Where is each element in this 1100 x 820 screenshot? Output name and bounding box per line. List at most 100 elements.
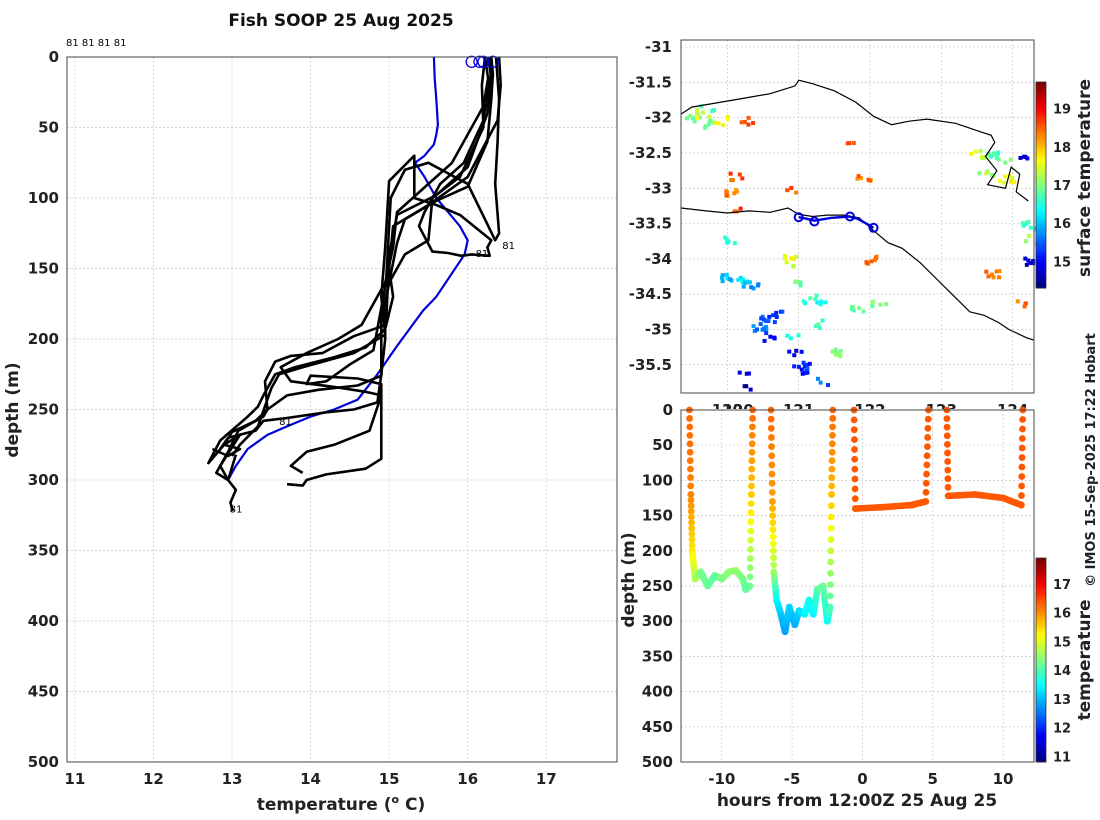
- colorbar-step: [1036, 691, 1046, 696]
- profile-lines: [207, 56, 503, 512]
- track-point: [687, 496, 695, 504]
- track-point: [688, 536, 696, 543]
- colorbar-step: [1036, 162, 1046, 167]
- track-point: [943, 423, 951, 431]
- colorbar-frame: [1035, 557, 1047, 763]
- sst-patches: [685, 104, 1040, 392]
- sst-cell: [788, 336, 793, 341]
- sst-cell: [988, 154, 993, 159]
- sst-cell: [823, 300, 828, 305]
- colorbar-step: [1036, 752, 1046, 757]
- track-point: [851, 485, 859, 493]
- sst-cell: [994, 155, 999, 160]
- profile-end-labels: 81 81 81 81: [230, 241, 515, 516]
- track-point: [746, 573, 754, 581]
- track-point: [748, 457, 756, 465]
- track-point: [828, 440, 836, 448]
- x-tick-label: 14: [300, 770, 321, 788]
- profile-x-ticks: 11 12 13 14 15 16 17: [64, 770, 556, 788]
- track-point: [923, 470, 930, 478]
- colorbar-step: [1036, 143, 1046, 147]
- sst-cell: [764, 319, 769, 324]
- track-point: [850, 416, 858, 424]
- lon-tick-label: 124: [997, 401, 1028, 419]
- surface-marker: [473, 55, 486, 68]
- colorbar-step: [1036, 191, 1046, 196]
- sst-cell: [729, 178, 734, 183]
- sst-cell: [816, 322, 821, 327]
- depth-tick-label: 450: [642, 718, 673, 736]
- track-point: [828, 457, 836, 465]
- colorbar-step: [1036, 82, 1046, 86]
- track-point: [686, 440, 694, 448]
- colorbar-step: [1036, 583, 1046, 588]
- colorbar-step: [1036, 561, 1046, 565]
- profile-panel: Fish SOOP 25 Aug 2025 81 81 81 81 818181…: [3, 11, 618, 815]
- colorbar-step: [1036, 685, 1046, 690]
- x-tick-label: 17: [536, 770, 557, 788]
- sst-cell: [747, 280, 752, 285]
- track-point: [687, 482, 695, 490]
- sst-cell: [712, 120, 717, 125]
- sst-cell: [1020, 221, 1025, 226]
- sst-cell: [813, 297, 818, 302]
- profile-end-label: 81: [502, 241, 515, 252]
- time-axis-label: hours from 12:00Z 25 Aug 25: [717, 791, 997, 811]
- colorbar-step: [1036, 185, 1046, 189]
- track-point: [851, 455, 859, 463]
- colorbar-step: [1036, 91, 1046, 96]
- sst-cell: [736, 277, 741, 282]
- track-point: [686, 457, 694, 465]
- track-point: [767, 415, 775, 423]
- sst-cell: [794, 254, 799, 259]
- colorbar-step: [1036, 239, 1046, 244]
- sst-cell: [764, 326, 769, 331]
- sst-cell: [746, 122, 751, 127]
- sst-cell: [782, 256, 787, 261]
- sst-cell: [764, 331, 769, 336]
- colorbar-step: [1036, 172, 1046, 176]
- lat-tick-label: -33: [645, 179, 672, 197]
- sst-cell: [851, 141, 856, 146]
- colorbar-step: [1036, 281, 1046, 286]
- colorbar-tick-label: 18: [1053, 141, 1071, 156]
- colorbar-step: [1036, 249, 1046, 254]
- sst-cell: [994, 269, 999, 274]
- y-tick-label: 500: [28, 753, 59, 771]
- sst-cell: [872, 258, 877, 263]
- sst-cell: [838, 349, 843, 354]
- sst-cell: [760, 327, 765, 332]
- colorbar-step: [1036, 262, 1046, 266]
- colorbar-tick-label: 17: [1053, 179, 1071, 194]
- sst-cell: [1028, 225, 1033, 230]
- sst-cell: [798, 280, 803, 285]
- colorbar-step: [1036, 704, 1046, 709]
- sst-cell: [801, 299, 806, 304]
- colorbar-step: [1036, 644, 1046, 648]
- track-point: [944, 466, 952, 474]
- depth-tick-label: 250: [642, 577, 673, 595]
- track-point: [748, 482, 755, 490]
- track-point: [944, 483, 952, 491]
- sst-cell: [1003, 160, 1008, 165]
- sst-cell: [805, 362, 810, 367]
- track-point: [828, 448, 836, 456]
- sst-cell: [870, 304, 875, 309]
- y-tick-label: 300: [28, 471, 59, 489]
- track-point: [687, 502, 695, 510]
- colorbar-step: [1036, 188, 1046, 192]
- sst-cell: [794, 279, 799, 284]
- colorbar-step: [1036, 123, 1046, 128]
- sst-cell: [984, 171, 989, 176]
- profile-end-label: 81: [476, 249, 489, 260]
- sst-cell: [792, 353, 797, 358]
- sst-cell: [783, 253, 788, 258]
- sst-cell: [748, 387, 753, 392]
- sst-cell: [1021, 223, 1026, 228]
- sst-cell: [1024, 262, 1029, 267]
- lat-tick-label: -33.5: [629, 215, 672, 233]
- track-point: [686, 448, 694, 456]
- sst-cell: [801, 360, 806, 365]
- sst-cell: [724, 272, 729, 277]
- track-point: [828, 474, 836, 481]
